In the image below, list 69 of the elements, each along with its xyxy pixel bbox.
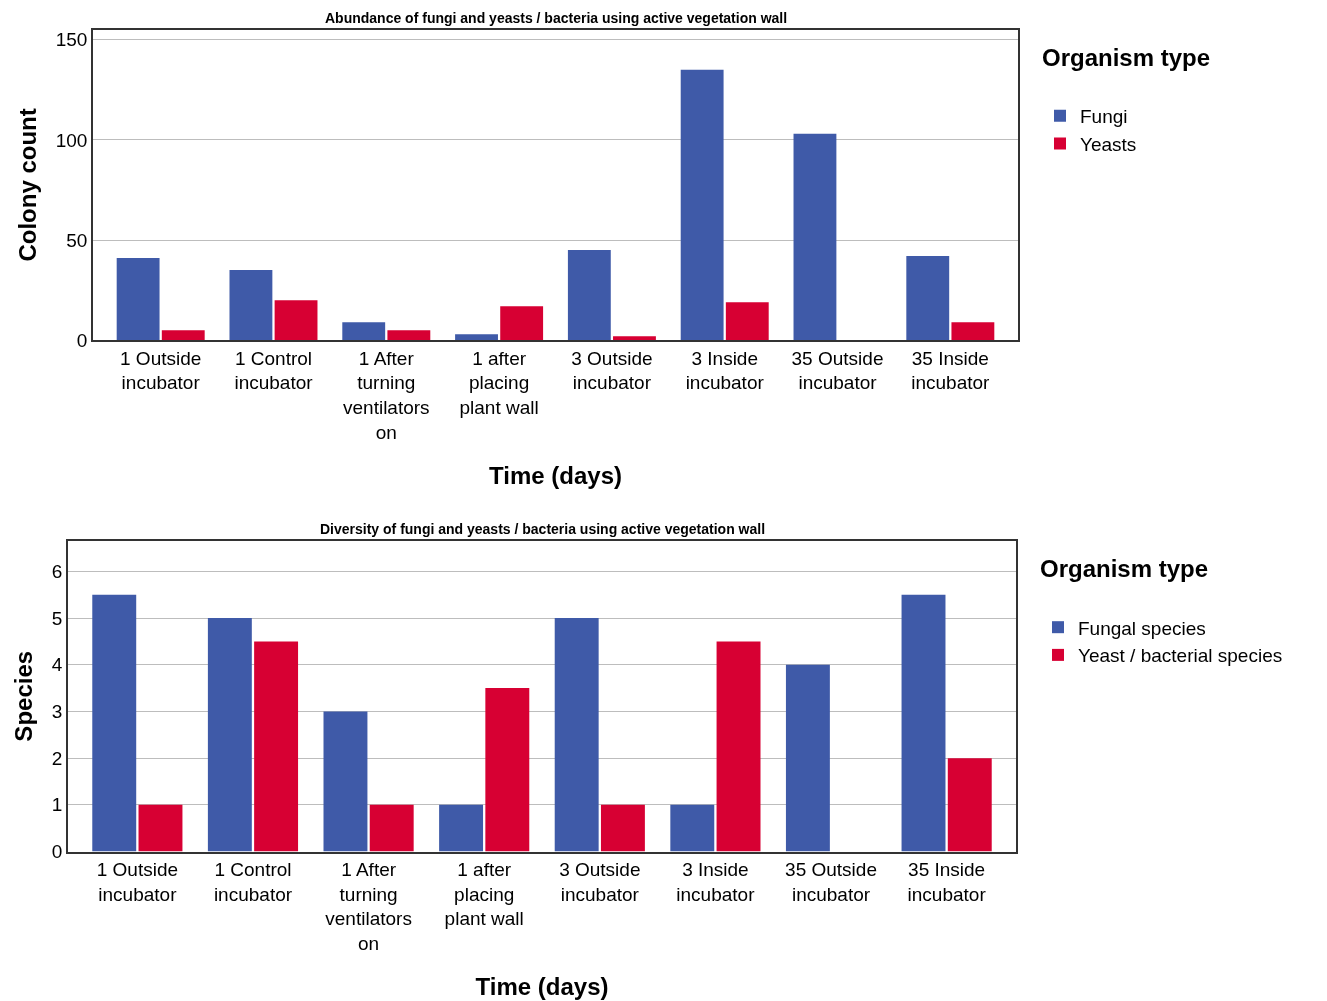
x-tick-label: 3 Inside incubator <box>685 347 765 394</box>
bar <box>161 330 205 341</box>
bar <box>439 804 484 852</box>
x-tick-label: 3 Outside incubator <box>559 859 641 905</box>
x-tick-label: 35 Outside incubator <box>791 347 884 394</box>
x-tick-label: 35 Outside incubator <box>785 859 877 905</box>
bar <box>554 618 599 852</box>
x-tick-label: 1 after placing plant wall <box>444 859 524 930</box>
x-axis-title: Time (days) <box>475 972 609 1000</box>
chart-title: Abundance of fungi and yeasts / bacteria using active vegetation wall <box>325 10 788 26</box>
bar <box>613 336 656 341</box>
x-axis-title: Time (days) <box>489 461 622 489</box>
bar <box>207 618 252 852</box>
x-tick-label: 1 After turning ventilators on <box>342 347 430 443</box>
y-tick-label: 150 <box>55 29 88 51</box>
x-tick-label: 1 Outside incubator <box>96 859 179 905</box>
bar <box>725 302 769 341</box>
y-tick-label: 0 <box>51 841 63 863</box>
x-tick-label: 3 Outside incubator <box>571 347 653 394</box>
legend-label: Yeast / bacterial species <box>1078 645 1283 667</box>
bar <box>793 133 837 341</box>
bar <box>947 758 992 852</box>
bar <box>716 641 761 852</box>
y-tick-label: 5 <box>51 607 63 629</box>
x-tick-label: 3 Inside incubator <box>676 859 756 905</box>
y-tick-label: 4 <box>51 654 63 676</box>
x-tick-label: 1 Outside incubator <box>120 347 202 394</box>
y-tick-label: 0 <box>76 329 88 351</box>
legend-label: Yeasts <box>1080 133 1137 155</box>
y-axis-title: Colony count <box>14 108 42 262</box>
bar <box>387 330 431 341</box>
x-tick-label: 1 Control incubator <box>213 859 293 905</box>
bar <box>455 334 498 341</box>
legend-title: Organism type <box>1042 43 1211 71</box>
bar <box>500 306 544 341</box>
bar <box>906 256 950 341</box>
legend-title: Organism type <box>1040 555 1209 583</box>
bar <box>901 594 946 852</box>
bar <box>485 688 530 852</box>
y-tick-label: 50 <box>66 229 88 251</box>
bar <box>92 594 137 852</box>
bar <box>323 711 368 852</box>
y-tick-label: 6 <box>51 560 63 582</box>
y-tick-label: 3 <box>51 701 63 723</box>
y-axis-title: Species <box>10 650 38 742</box>
bar <box>670 804 715 852</box>
bar <box>254 641 299 852</box>
legend-label: Fungi <box>1080 106 1128 128</box>
y-tick-label: 100 <box>55 129 88 151</box>
x-tick-label: 35 Inside incubator <box>911 347 991 394</box>
x-tick-label: 1 after placing plant wall <box>459 347 539 419</box>
bar <box>785 664 830 852</box>
x-tick-label: 35 Inside incubator <box>907 859 987 905</box>
x-tick-label: 1 After turning ventilators on <box>325 859 412 955</box>
bar <box>116 258 160 341</box>
bar <box>680 69 724 341</box>
bar <box>138 804 183 852</box>
bar <box>342 322 386 341</box>
bar <box>567 250 611 341</box>
bar <box>951 322 995 341</box>
bar <box>600 804 645 852</box>
bar <box>229 270 273 341</box>
chart-title: Diversity of fungi and yeasts / bacteria using active vegetation wall <box>320 521 766 537</box>
bar <box>369 804 414 852</box>
bar <box>274 300 318 341</box>
y-tick-label: 1 <box>51 794 63 816</box>
y-tick-label: 2 <box>51 747 63 769</box>
x-tick-label: 1 Control incubator <box>234 347 314 394</box>
legend-label: Fungal species <box>1078 617 1206 639</box>
